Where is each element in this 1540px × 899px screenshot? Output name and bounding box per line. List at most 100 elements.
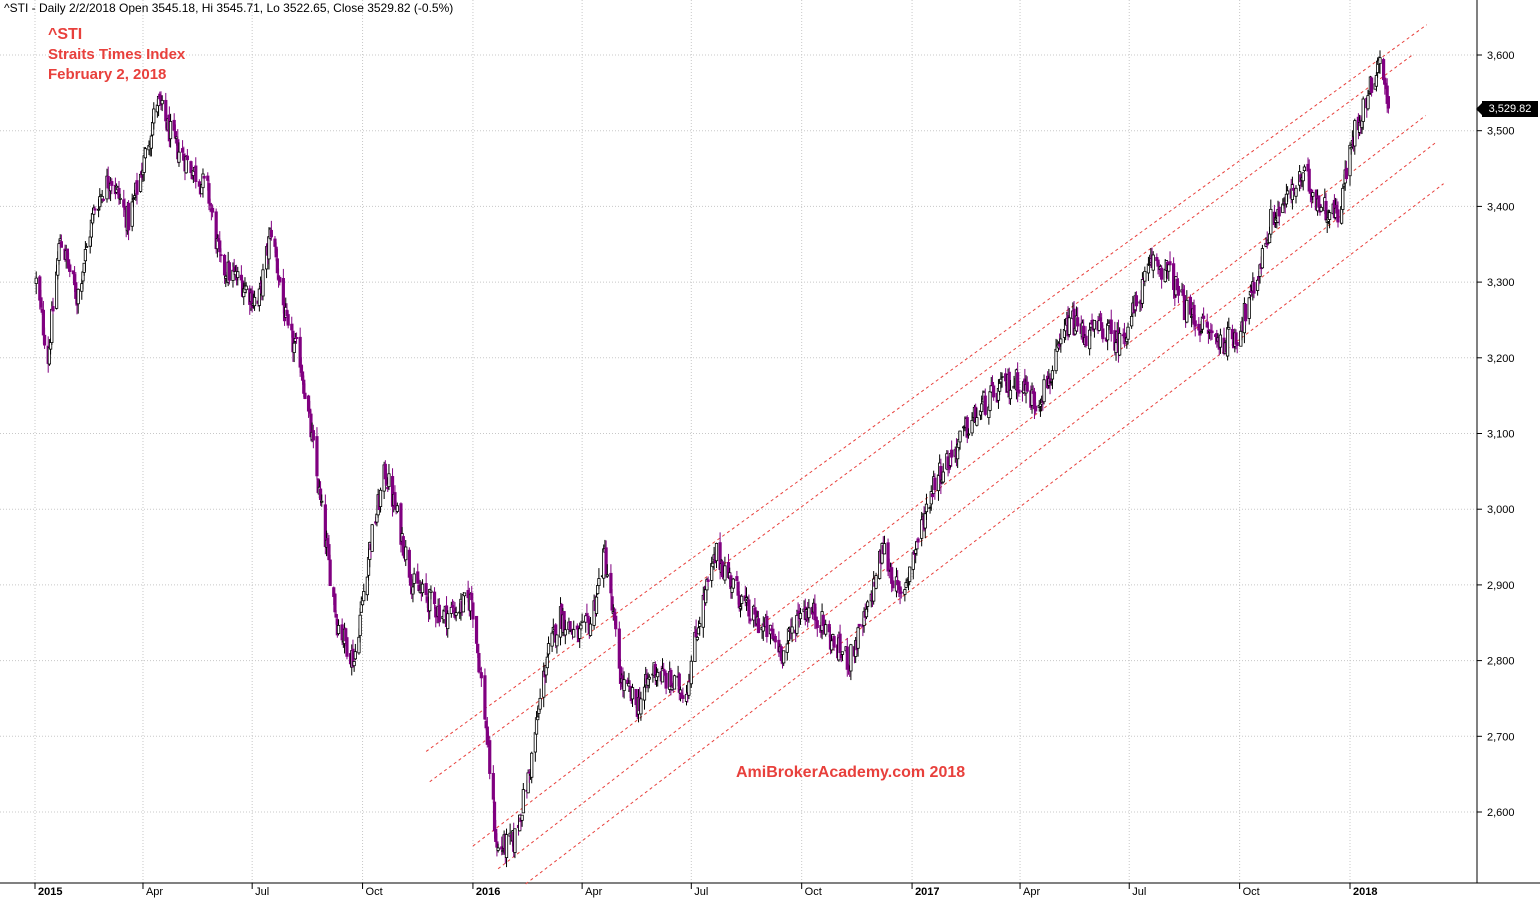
- candle: [311, 424, 315, 449]
- candle-body: [387, 473, 391, 488]
- candle-body: [916, 538, 920, 543]
- y-tick-label: 2,700: [1487, 731, 1515, 743]
- candle-body: [1054, 348, 1058, 372]
- candle-body: [57, 243, 61, 261]
- candle-body: [446, 613, 450, 630]
- candle-body: [656, 671, 660, 678]
- candle: [257, 287, 261, 312]
- candle-body: [642, 686, 647, 701]
- candle-body: [42, 334, 47, 346]
- candle-body: [1008, 389, 1013, 400]
- candle-body: [790, 626, 794, 634]
- candle: [891, 577, 895, 592]
- candle-body: [437, 604, 441, 623]
- y-tick-label: 3,500: [1487, 126, 1515, 138]
- candle-body: [1134, 295, 1139, 307]
- candle: [795, 609, 799, 637]
- candle-body: [1076, 317, 1080, 327]
- candle: [597, 568, 601, 590]
- candle-body: [930, 493, 935, 498]
- candle: [941, 463, 945, 484]
- candle: [292, 338, 296, 363]
- candle: [42, 327, 47, 349]
- candle-body: [34, 277, 38, 284]
- candle-body: [521, 789, 525, 814]
- candle-body: [966, 433, 971, 436]
- candle-body: [352, 661, 356, 667]
- candle-body: [568, 621, 572, 631]
- candle-body: [572, 629, 576, 638]
- candle-body: [1140, 279, 1145, 304]
- candle: [545, 652, 549, 669]
- candle-body: [1146, 263, 1151, 274]
- candle: [681, 687, 685, 704]
- candle: [630, 683, 635, 707]
- x-tick-label: Oct: [366, 886, 383, 898]
- candle: [950, 440, 954, 468]
- x-tick-label: 2015: [38, 886, 62, 898]
- candle: [798, 607, 803, 625]
- y-tick-label: 2,900: [1487, 580, 1515, 592]
- candle-body: [886, 542, 890, 572]
- candle-body: [545, 656, 549, 669]
- candle: [370, 523, 374, 552]
- y-tick-label: 3,600: [1487, 50, 1515, 62]
- candle: [412, 567, 416, 594]
- candle: [84, 243, 89, 248]
- candle-body: [765, 615, 769, 637]
- candle: [320, 494, 324, 507]
- candle-body: [1088, 329, 1092, 350]
- candle-body: [1311, 192, 1315, 197]
- candle-body: [622, 679, 626, 692]
- candle-body: [639, 698, 643, 715]
- candle: [916, 537, 920, 548]
- x-tick-label: Apr: [585, 886, 602, 898]
- candle: [1353, 118, 1357, 155]
- candle: [731, 577, 735, 589]
- candle: [983, 388, 987, 417]
- candle-body: [1386, 96, 1390, 109]
- candle: [68, 262, 72, 278]
- candle: [395, 502, 399, 514]
- candle-body: [594, 596, 599, 614]
- candle-body: [580, 620, 584, 623]
- candle-body: [1319, 206, 1323, 212]
- candle: [639, 691, 643, 721]
- candle-body: [1227, 327, 1231, 330]
- candle: [39, 289, 43, 311]
- candle-body: [1226, 327, 1230, 357]
- candle: [689, 655, 693, 688]
- candle: [1130, 313, 1134, 329]
- candle: [471, 600, 475, 628]
- candle-body: [328, 559, 332, 587]
- candle: [219, 248, 223, 263]
- candle: [286, 310, 290, 329]
- candle: [521, 782, 525, 814]
- candle: [832, 635, 836, 651]
- candle: [328, 554, 332, 587]
- candle-body: [84, 246, 89, 248]
- candle: [1269, 199, 1273, 239]
- candle: [1076, 307, 1080, 332]
- candle: [714, 542, 719, 569]
- candle-body: [992, 385, 996, 398]
- candle-body: [903, 589, 907, 595]
- candle: [695, 635, 699, 642]
- candle-body: [1294, 187, 1298, 197]
- candle-body: [872, 578, 876, 602]
- candle-body: [908, 566, 912, 582]
- candle-body: [740, 595, 744, 604]
- candle-body: [428, 589, 432, 612]
- candle: [656, 668, 660, 687]
- candle: [483, 668, 487, 720]
- candle-body: [1302, 166, 1307, 172]
- candle: [748, 610, 752, 625]
- candle-body: [152, 108, 156, 124]
- candle: [824, 619, 828, 637]
- candle: [838, 624, 842, 660]
- candle-body: [970, 419, 974, 434]
- candle-body: [1286, 190, 1290, 195]
- candle-body: [50, 308, 54, 344]
- candle-body: [1092, 319, 1097, 330]
- candle: [771, 622, 775, 641]
